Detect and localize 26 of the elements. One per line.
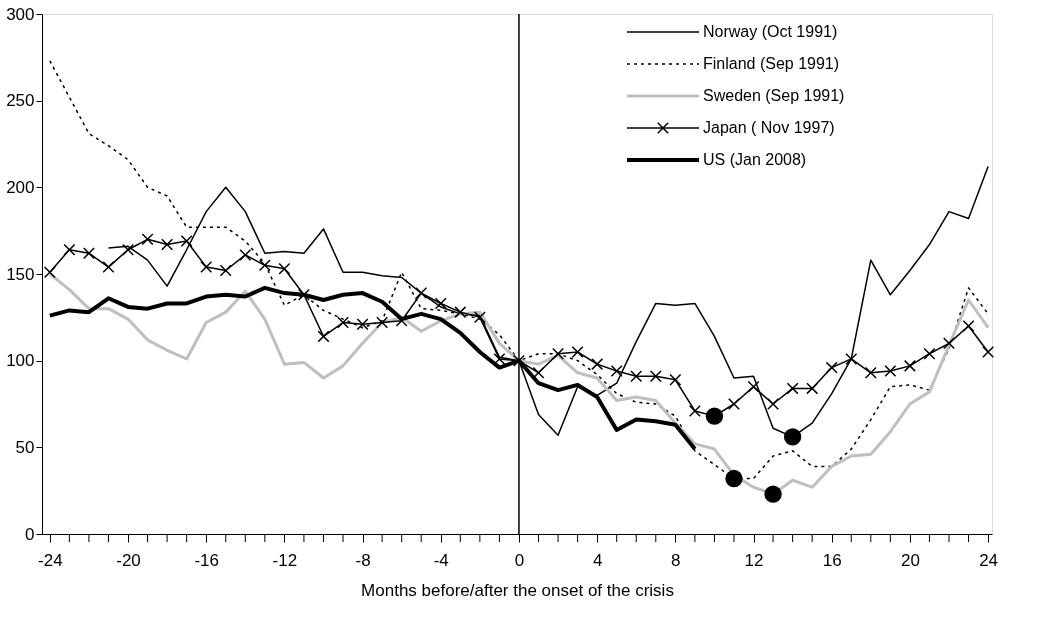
- x-tick-label: 16: [822, 550, 842, 570]
- y-tick-label: 0: [25, 524, 35, 544]
- y-tick-label: 50: [15, 437, 35, 457]
- legend-label: US (Jan 2008): [703, 151, 807, 168]
- y-tick-label: 100: [6, 351, 35, 371]
- y-tick-label: 250: [6, 91, 35, 111]
- legend-label: Sweden (Sep 1991): [703, 87, 845, 104]
- y-tick-label: 300: [6, 4, 35, 24]
- x-tick-label: -24: [38, 550, 63, 570]
- x-tick-label: -12: [272, 550, 298, 570]
- x-tick-label: 4: [592, 550, 603, 570]
- x-tick-label: -8: [355, 550, 371, 570]
- y-tick-label: 150: [6, 264, 35, 284]
- x-axis-title: Months before/after the onset of the crisis: [361, 580, 674, 600]
- x-tick-label: 20: [900, 550, 920, 570]
- legend-label: Norway (Oct 1991): [703, 23, 838, 40]
- x-tick-label: -16: [194, 550, 219, 570]
- x-tick-label: -20: [116, 550, 141, 570]
- y-tick-label: 200: [6, 177, 35, 197]
- legend-label: Finland (Sep 1991): [703, 55, 840, 72]
- x-tick-label: 12: [744, 550, 764, 570]
- x-tick-label: 0: [514, 550, 525, 570]
- legend-label: Japan ( Nov 1997): [703, 119, 835, 136]
- x-tick-label: 8: [671, 550, 681, 570]
- x-tick-label: -4: [433, 550, 449, 570]
- x-tick-label: 24: [979, 550, 999, 570]
